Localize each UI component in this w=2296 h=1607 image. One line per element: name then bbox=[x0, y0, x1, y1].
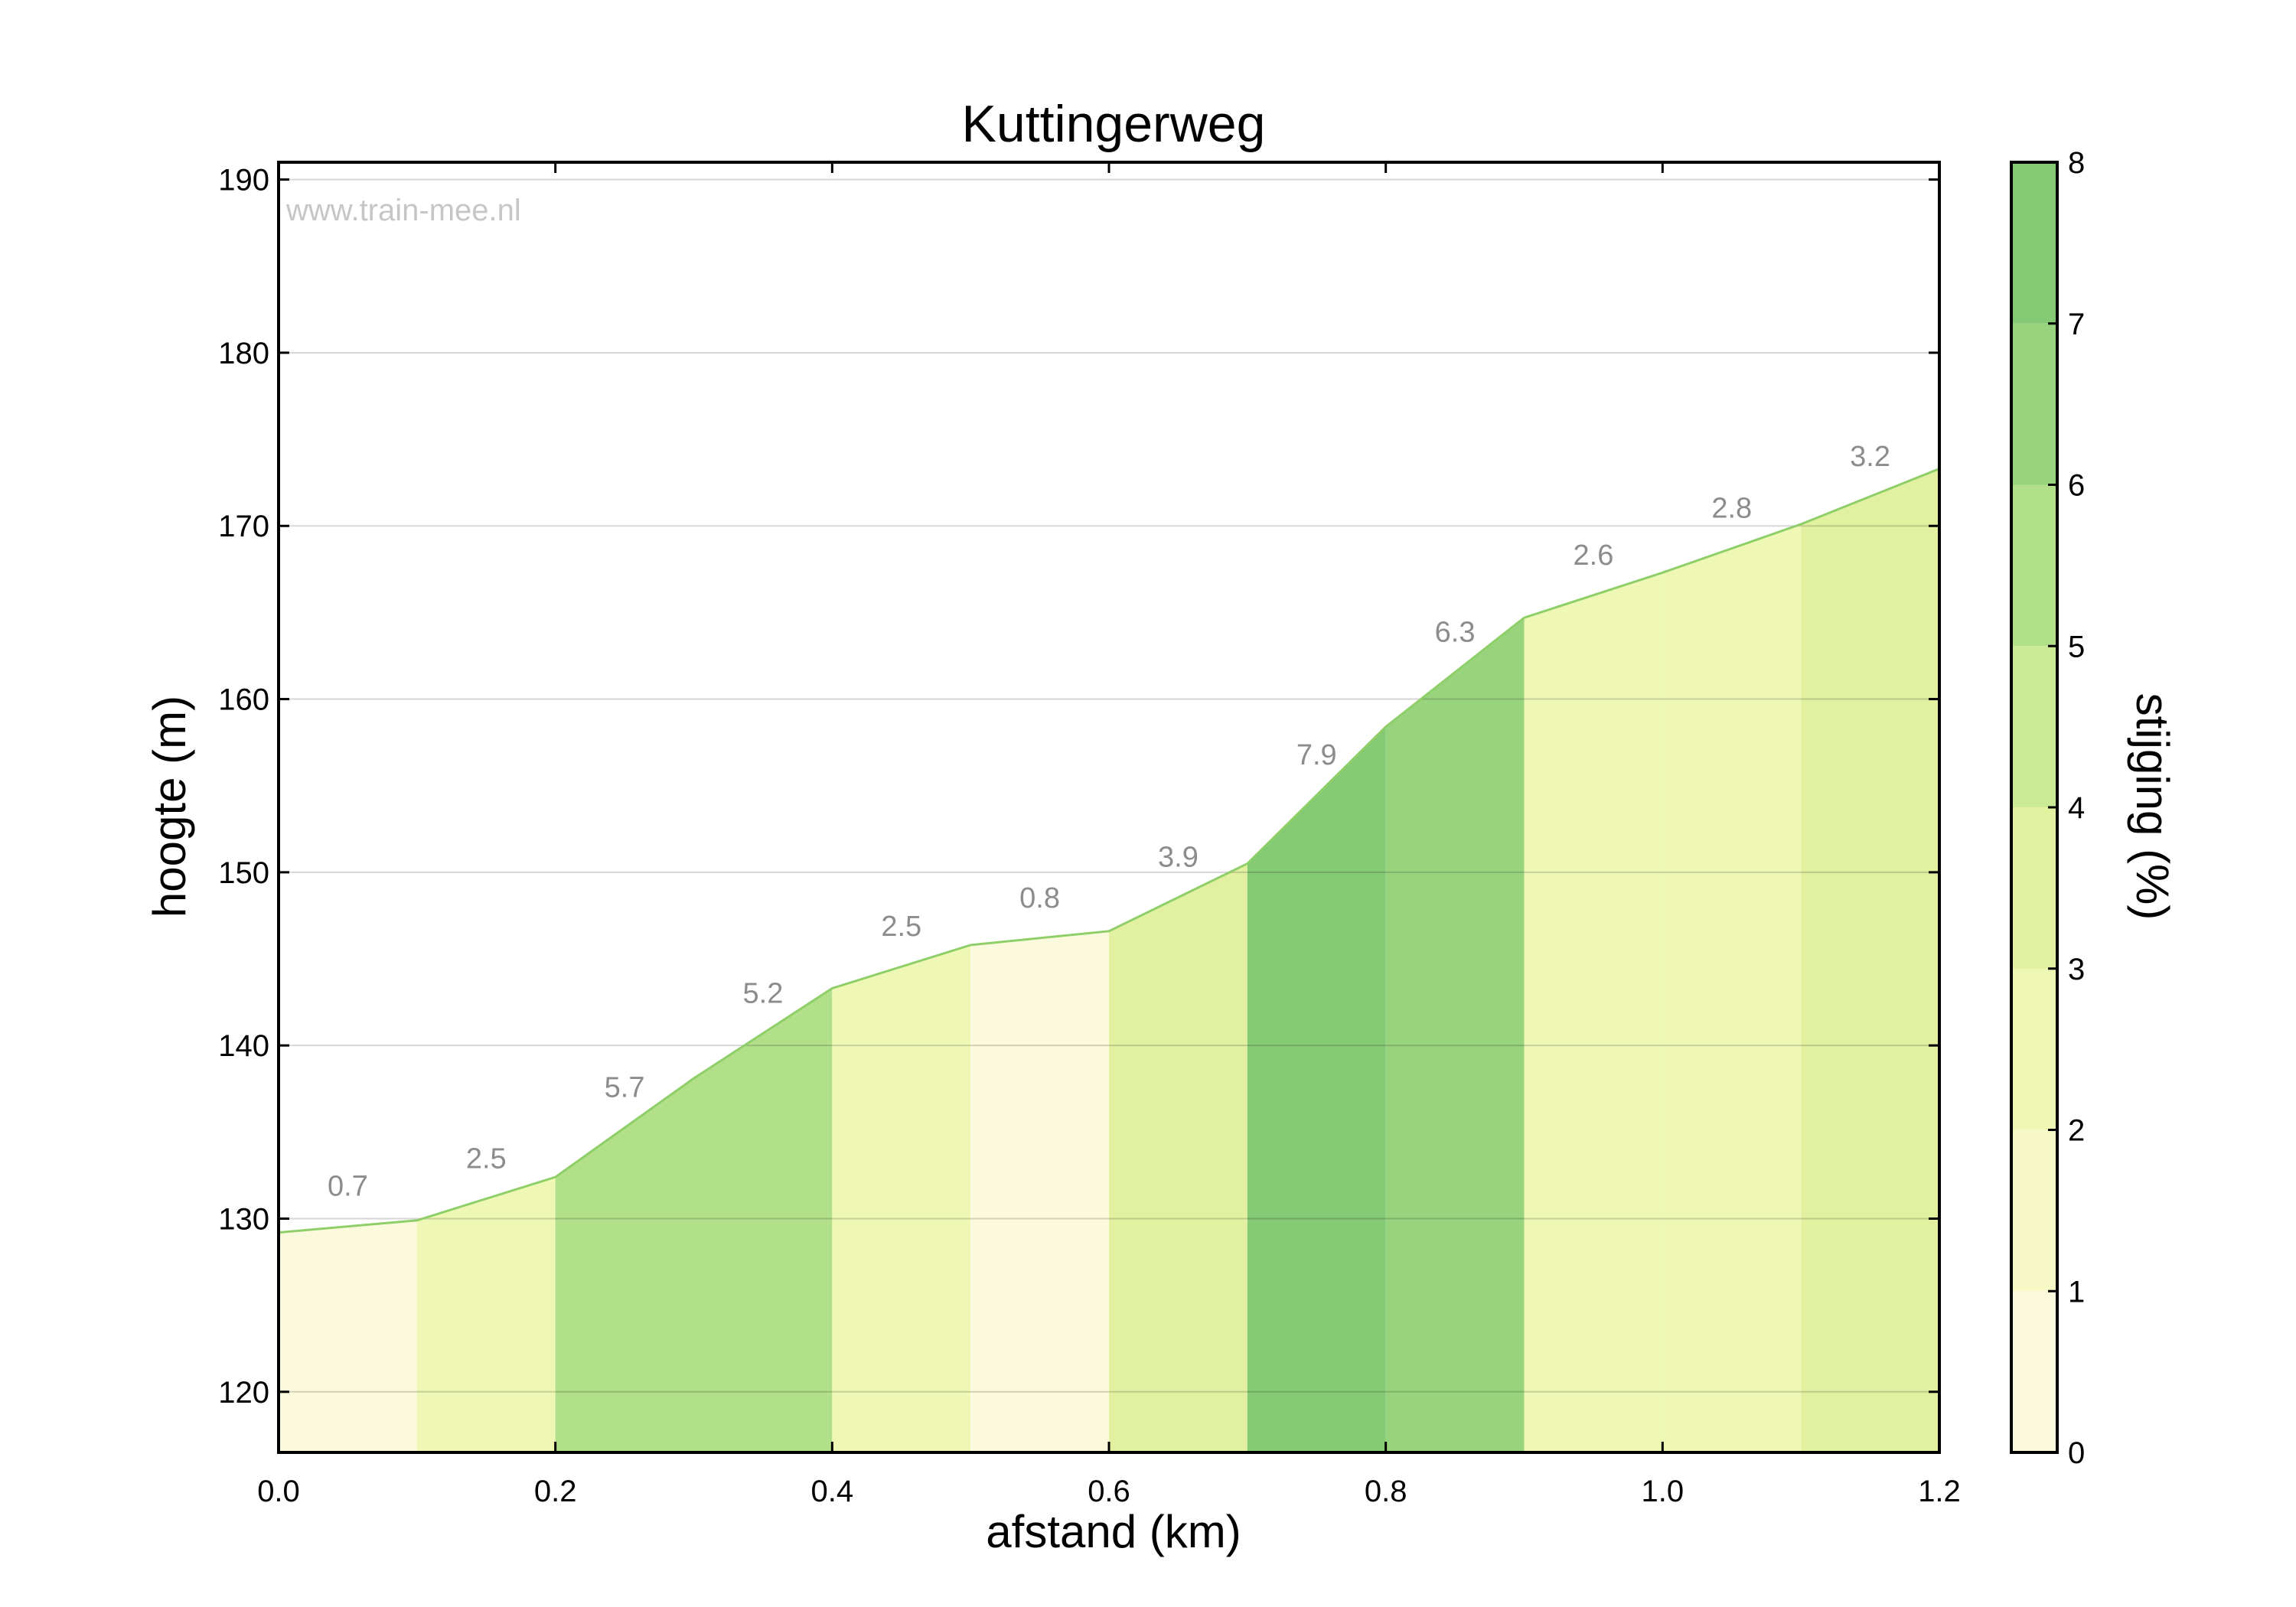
grade-segment-8 bbox=[1385, 618, 1525, 1453]
colorbar-band-6 bbox=[2011, 323, 2057, 485]
chart-title: Kuttingerweg bbox=[962, 95, 1266, 153]
grade-segment-6 bbox=[1109, 863, 1247, 1452]
colorbar-tick-label-8: 8 bbox=[2068, 146, 2085, 180]
colorbar-tick-label-7: 7 bbox=[2068, 308, 2085, 341]
colorbar-tick-label-4: 4 bbox=[2068, 791, 2085, 825]
grade-segments bbox=[279, 468, 1939, 1453]
x-tick-label-0.4: 0.4 bbox=[811, 1475, 854, 1508]
colorbar: 0 1 2 3 4 5 6 7 8 bbox=[2010, 146, 2085, 1470]
grade-label-11: 3.2 bbox=[1850, 441, 1890, 473]
grade-segment-0 bbox=[279, 1220, 417, 1452]
x-tick-label-1.0: 1.0 bbox=[1642, 1475, 1684, 1508]
colorbar-band-0 bbox=[2011, 1291, 2057, 1452]
x-tick-label-0.6: 0.6 bbox=[1088, 1475, 1130, 1508]
grade-labels: 0.7 2.5 5.7 5.2 2.5 0.8 3.9 7.9 6.3 2.6 2.8 3.2 bbox=[328, 441, 1890, 1203]
profile-line-group bbox=[278, 468, 1940, 1234]
grade-segment-9 bbox=[1524, 572, 1663, 1452]
grade-label-8: 6.3 bbox=[1435, 616, 1476, 648]
grade-segment-10 bbox=[1662, 523, 1802, 1452]
grade-label-10: 2.8 bbox=[1711, 493, 1752, 525]
watermark-text: www.train-mee.nl bbox=[285, 194, 521, 227]
grade-label-4: 2.5 bbox=[881, 911, 921, 943]
grade-label-3: 5.2 bbox=[743, 977, 784, 1009]
colorbar-band-2 bbox=[2011, 968, 2057, 1130]
colorbar-band-3 bbox=[2011, 807, 2057, 969]
elevation-profile-line bbox=[278, 468, 1940, 1234]
x-axis-title: afstand (km) bbox=[986, 1506, 1241, 1557]
grade-label-0: 0.7 bbox=[328, 1171, 368, 1203]
y-tick-label-150: 150 bbox=[218, 856, 269, 890]
y-tick-label-130: 130 bbox=[218, 1202, 269, 1236]
grade-label-1: 2.5 bbox=[466, 1143, 507, 1175]
grade-segment-7 bbox=[1247, 726, 1386, 1452]
colorbar-tick-label-2: 2 bbox=[2068, 1114, 2085, 1148]
x-tick-label-1.2: 1.2 bbox=[1918, 1475, 1961, 1508]
grade-label-6: 3.9 bbox=[1158, 842, 1199, 874]
x-tick-label-0.8: 0.8 bbox=[1365, 1475, 1407, 1508]
y-tick-label-180: 180 bbox=[218, 337, 269, 370]
y-tick-label-140: 140 bbox=[218, 1029, 269, 1063]
x-tick-label-0.0: 0.0 bbox=[257, 1475, 300, 1508]
grade-segment-3 bbox=[693, 988, 833, 1452]
colorbar-tick-label-3: 3 bbox=[2068, 953, 2085, 986]
y-tick-label-190: 190 bbox=[218, 164, 269, 197]
grade-segment-11 bbox=[1801, 468, 1939, 1453]
y-tick-label-170: 170 bbox=[218, 510, 269, 543]
y-tick-label-120: 120 bbox=[218, 1376, 269, 1410]
colorbar-tick-label-6: 6 bbox=[2068, 469, 2085, 503]
grade-segment-1 bbox=[416, 1177, 556, 1452]
colorbar-tick-label-5: 5 bbox=[2068, 630, 2085, 663]
grade-label-9: 2.6 bbox=[1574, 539, 1614, 572]
colorbar-tick-label-0: 0 bbox=[2068, 1436, 2085, 1470]
grade-segment-5 bbox=[970, 931, 1109, 1452]
colorbar-band-1 bbox=[2011, 1129, 2057, 1292]
y-axis-title: hoogte (m) bbox=[144, 696, 195, 918]
grade-segment-2 bbox=[555, 1078, 694, 1452]
y-tick-label-160: 160 bbox=[218, 683, 269, 717]
colorbar-band-7 bbox=[2011, 162, 2057, 324]
colorbar-title: stijging (%) bbox=[2127, 693, 2178, 921]
axes: 0.0 0.2 0.4 0.6 0.8 1.0 1.2 120 130 140 150 160 170 1… bbox=[218, 161, 1961, 1508]
grade-label-5: 0.8 bbox=[1019, 882, 1060, 914]
grade-label-7: 7.9 bbox=[1296, 739, 1337, 771]
gridlines bbox=[279, 178, 1939, 1393]
colorbar-band-4 bbox=[2011, 646, 2057, 807]
colorbar-tick-label-1: 1 bbox=[2068, 1275, 2085, 1309]
x-tick-label-0.2: 0.2 bbox=[534, 1475, 577, 1508]
colorbar-band-5 bbox=[2011, 484, 2057, 647]
grade-segment-4 bbox=[832, 944, 971, 1452]
grade-label-2: 5.7 bbox=[605, 1072, 645, 1104]
